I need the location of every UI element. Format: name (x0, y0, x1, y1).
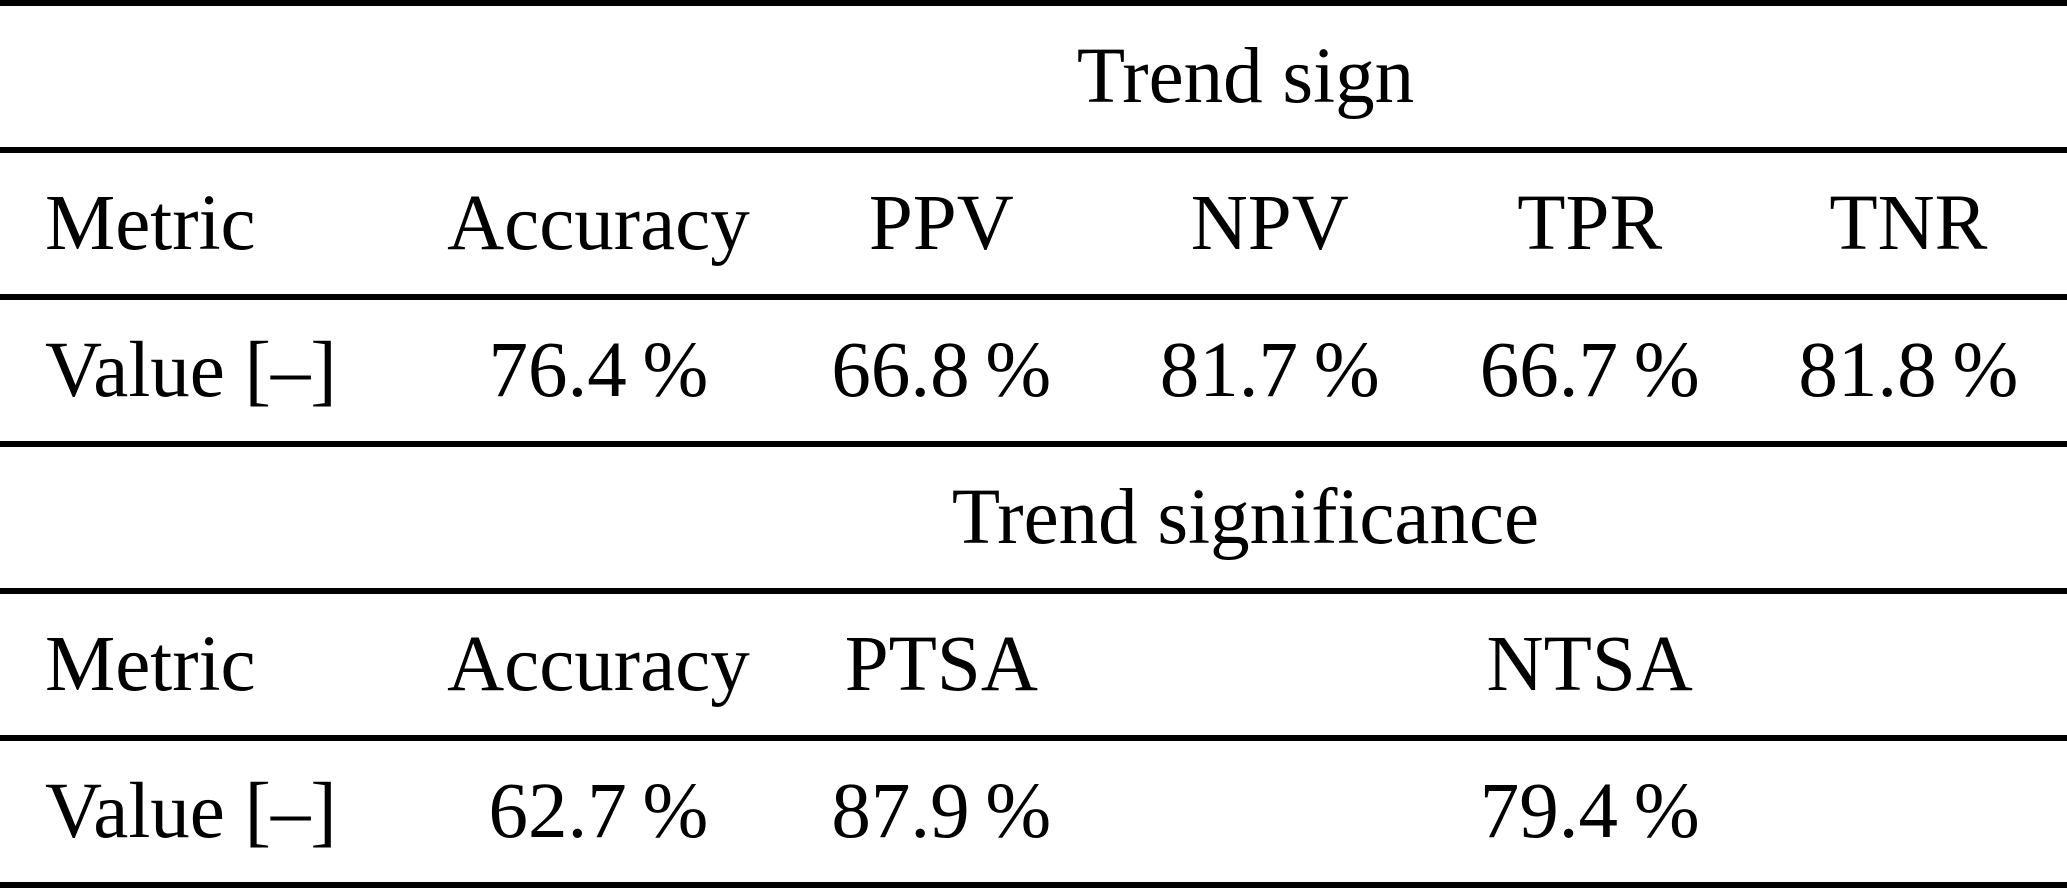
section-2-title-row: Trend significance (0, 444, 2067, 591)
header-ppv: PPV (868, 179, 1014, 267)
section-2-header-row: Metric Accuracy PTSA NTSA (0, 591, 2067, 738)
value-accuracy: 76.4 % (488, 326, 709, 414)
empty-cell (0, 444, 424, 591)
section-1-title: Trend sign (1076, 32, 1415, 120)
empty-cell (1750, 591, 2067, 738)
empty-cell (1110, 591, 1430, 738)
header-accuracy: Accuracy (447, 620, 750, 708)
header-metric: Metric (45, 620, 256, 708)
section-1-header-row: Metric Accuracy PPV NPV TPR TNR (0, 150, 2067, 297)
value-tpr: 66.7 % (1479, 326, 1700, 414)
section-1-title-row: Trend sign (0, 3, 2067, 150)
row-label: Value [–] (45, 767, 337, 855)
empty-cell (1110, 738, 1430, 885)
header-npv: NPV (1190, 179, 1349, 267)
value-tnr: 81.8 % (1798, 326, 2019, 414)
header-accuracy: Accuracy (447, 179, 750, 267)
row-label: Value [–] (45, 326, 337, 414)
header-tpr: TPR (1517, 179, 1663, 267)
header-ptsa: PTSA (844, 620, 1038, 708)
value-ptsa: 87.9 % (831, 767, 1052, 855)
section-2-value-row: Value [–] 62.7 % 87.9 % 79.4 % (0, 738, 2067, 885)
section-2-title: Trend significance (951, 473, 1540, 561)
value-accuracy: 62.7 % (488, 767, 709, 855)
empty-cell (1750, 738, 2067, 885)
value-npv: 81.7 % (1159, 326, 1380, 414)
section-1-value-row: Value [–] 76.4 % 66.8 % 81.7 % 66.7 % 81… (0, 297, 2067, 444)
empty-cell (0, 3, 424, 150)
value-ppv: 66.8 % (831, 326, 1052, 414)
header-ntsa: NTSA (1486, 620, 1693, 708)
header-tnr: TNR (1829, 179, 1988, 267)
value-ntsa: 79.4 % (1479, 767, 1700, 855)
header-metric: Metric (45, 179, 256, 267)
